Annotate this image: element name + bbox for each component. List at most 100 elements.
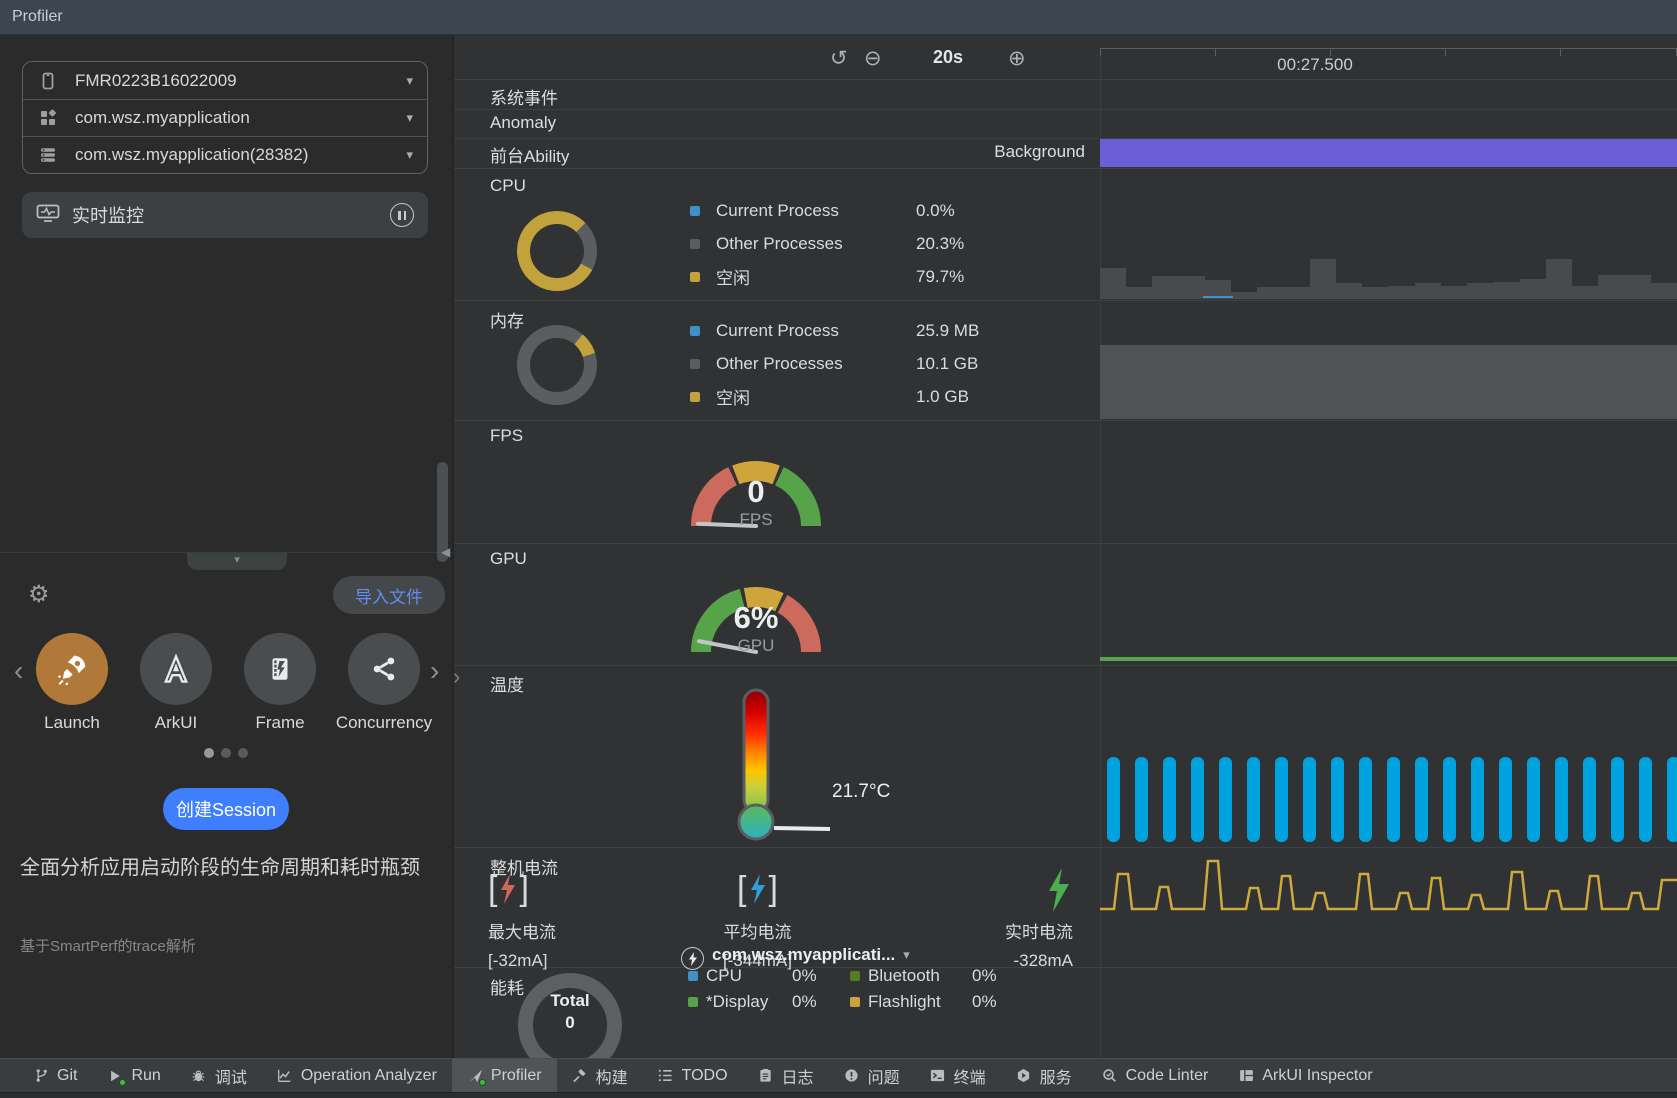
tool-window-label: 调试: [214, 1069, 247, 1087]
row-label-system-event: 系统事件: [490, 89, 558, 108]
tool-window-todo[interactable]: TODO: [643, 1059, 743, 1092]
run-icon: [107, 1068, 127, 1086]
panel-splitter[interactable]: [452, 35, 454, 1058]
reset-zoom-icon[interactable]: ↺: [830, 47, 848, 70]
red-bolt-bracket-icon: []: [488, 869, 529, 908]
tool-window-arkui-inspector[interactable]: ArkUI Inspector: [1223, 1059, 1387, 1092]
tool-window-日志[interactable]: 日志: [743, 1059, 829, 1092]
carousel-dot[interactable]: [238, 748, 248, 758]
collapse-right-icon[interactable]: ›: [453, 664, 461, 689]
phone-icon: [37, 72, 59, 90]
tool-window-label: 问题: [867, 1069, 900, 1087]
tool-window-label: 服务: [1039, 1069, 1072, 1087]
app-selector[interactable]: com.wsz.myapplication ▾: [23, 99, 427, 136]
chevron-down-icon: ▾: [903, 947, 910, 962]
gpu-value: 6%: [733, 600, 779, 635]
zoom-in-icon[interactable]: ⊕: [1008, 47, 1026, 70]
tool-window-run[interactable]: Run: [92, 1059, 175, 1092]
tool-window-label: 日志: [781, 1069, 814, 1087]
process-selector[interactable]: com.wsz.myapplication(28382) ▾: [23, 136, 427, 173]
tool-window-code-linter[interactable]: Code Linter: [1087, 1059, 1224, 1092]
energy-app-selector[interactable]: com.wsz.myapplicati... ▾: [712, 945, 910, 965]
tool-window-服务[interactable]: 服务: [1001, 1059, 1087, 1092]
realtime-monitor-card[interactable]: 实时监控: [22, 192, 428, 238]
row-label-temperature: 温度: [490, 676, 524, 695]
device-selector[interactable]: FMR0223B16022009 ▾: [23, 62, 427, 99]
tool-window-label: Run: [131, 1066, 161, 1084]
legend-value: 0.0%: [916, 200, 955, 220]
template-label: Frame: [255, 713, 305, 732]
session-template-arkui[interactable]: ArkUI: [140, 633, 212, 745]
legend-name: Current Process: [716, 200, 839, 220]
gpu-unit: GPU: [737, 636, 775, 655]
row-divider: [454, 967, 1677, 968]
zoom-out-icon[interactable]: ⊖: [864, 47, 882, 70]
carousel-right-icon[interactable]: ›: [430, 655, 440, 686]
row-divider: [454, 109, 1677, 110]
ide-tool-window-bar: Git Run 调试 Operation Analyzer Profiler 构建 TODO…: [0, 1058, 1677, 1092]
carousel-dot[interactable]: [204, 748, 214, 758]
carousel-left-icon[interactable]: ‹: [14, 655, 24, 686]
row-divider: [454, 300, 1677, 301]
tool-window-operation-analyzer[interactable]: Operation Analyzer: [262, 1059, 452, 1092]
carousel-dot[interactable]: [221, 748, 231, 758]
status-strip: [0, 1092, 1677, 1098]
tool-window-profiler[interactable]: Profiler: [451, 1059, 557, 1092]
legend-value: 1.0 GB: [916, 386, 969, 406]
carousel-dots[interactable]: [0, 748, 452, 758]
tool-window-label: Operation Analyzer: [300, 1066, 437, 1084]
row-divider: [454, 420, 1677, 421]
legend-name: CPU: [706, 966, 742, 985]
timeline-ruler[interactable]: 00:27.500: [1100, 35, 1677, 79]
row-label-anomaly: Anomaly: [490, 113, 557, 132]
splitter-handle[interactable]: [437, 462, 448, 562]
window-title: Profiler: [0, 0, 1677, 35]
legend-swatch: [688, 971, 698, 981]
tool-window-label: 终端: [953, 1069, 986, 1087]
gear-icon[interactable]: ⚙: [28, 581, 50, 608]
inspector-icon: [1238, 1068, 1254, 1084]
import-file-button[interactable]: 导入文件: [333, 576, 445, 614]
create-session-button[interactable]: 创建Session: [163, 788, 289, 830]
current-item-name: 最大电流: [488, 923, 556, 942]
process-name: com.wsz.myapplication(28382): [75, 145, 309, 164]
tool-window-label: Code Linter: [1125, 1066, 1209, 1084]
collapse-left-icon[interactable]: ◀: [441, 545, 451, 559]
cpu-legend: Current Process 0.0% Other Processes 20.3%…: [690, 194, 1050, 293]
tool-window-label: TODO: [681, 1066, 728, 1084]
tool-window-构建[interactable]: 构建: [557, 1059, 643, 1092]
max-current-item: [] 最大电流 [-32mA]: [488, 864, 638, 971]
realtime-current-item: 实时电流 -328mA: [985, 864, 1073, 971]
tool-window-问题[interactable]: 问题: [829, 1059, 915, 1092]
tool-window-git[interactable]: Git: [18, 1059, 92, 1092]
bug-icon: [191, 1068, 207, 1084]
legend-value: 0%: [972, 966, 997, 985]
ruler-tick: [1560, 48, 1561, 56]
current-item-name: 实时电流: [1005, 923, 1073, 942]
legend-name: Other Processes: [716, 233, 843, 253]
device-name: FMR0223B16022009: [75, 70, 237, 90]
current-item-name: 平均电流: [723, 923, 792, 942]
legend-value: 10.1 GB: [916, 353, 979, 373]
ability-state-bar: [1100, 139, 1677, 167]
chevron-down-icon: ▾: [406, 147, 413, 162]
session-config-panel: FMR0223B16022009 ▾ com.wsz.myapplication…: [0, 35, 452, 1058]
app-grid-icon: [37, 109, 59, 127]
session-template-concurrency[interactable]: Concurrency: [336, 633, 432, 745]
tool-window-label: Git: [57, 1066, 78, 1084]
row-divider: [454, 543, 1677, 544]
thermometer: [640, 678, 840, 848]
timeline-gridline: [1100, 48, 1101, 1058]
session-template-launch[interactable]: Launch: [36, 633, 108, 745]
collapse-notch[interactable]: ▾: [187, 553, 287, 570]
time-window-label: 20s: [932, 47, 964, 67]
todo-icon: [658, 1068, 674, 1084]
session-template-frame[interactable]: Frame: [244, 633, 316, 745]
tool-window-终端[interactable]: 终端: [915, 1059, 1001, 1092]
tool-window-调试[interactable]: 调试: [176, 1059, 262, 1092]
template-description: 全面分析应用启动阶段的生命周期和耗时瓶颈: [20, 857, 420, 879]
row-divider: [454, 138, 1677, 139]
green-bolt-icon: [1046, 868, 1072, 917]
pause-button[interactable]: [390, 203, 414, 227]
